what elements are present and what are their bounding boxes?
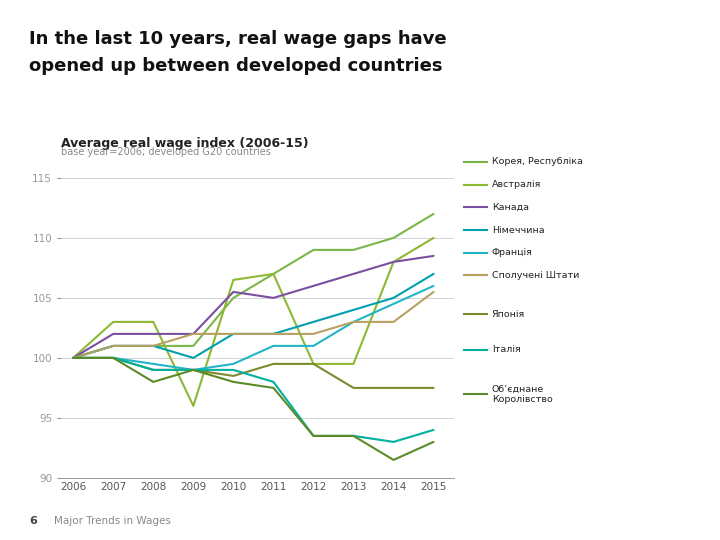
Text: Японія: Японія	[492, 310, 525, 319]
Text: Сполучені Штати: Сполучені Штати	[492, 271, 579, 280]
Text: Італія: Італія	[492, 346, 521, 354]
Text: opened up between developed countries: opened up between developed countries	[29, 57, 442, 75]
Text: In the last 10 years, real wage gaps have: In the last 10 years, real wage gaps hav…	[29, 30, 446, 48]
Text: Австралія: Австралія	[492, 180, 541, 189]
Text: 6: 6	[29, 516, 37, 526]
Text: Німеччина: Німеччина	[492, 226, 544, 234]
Text: Об’єднане
Королівство: Об’єднане Королівство	[492, 384, 552, 404]
Text: Average real wage index (2006-15): Average real wage index (2006-15)	[61, 137, 309, 150]
Text: base year=2006; developed G20 countries: base year=2006; developed G20 countries	[61, 146, 271, 157]
Text: Корея, Республіка: Корея, Республіка	[492, 158, 582, 166]
Text: Major Trends in Wages: Major Trends in Wages	[54, 516, 171, 526]
Text: Франція: Франція	[492, 248, 533, 257]
Text: Канада: Канада	[492, 203, 528, 212]
Bar	[0, 0, 720, 92]
